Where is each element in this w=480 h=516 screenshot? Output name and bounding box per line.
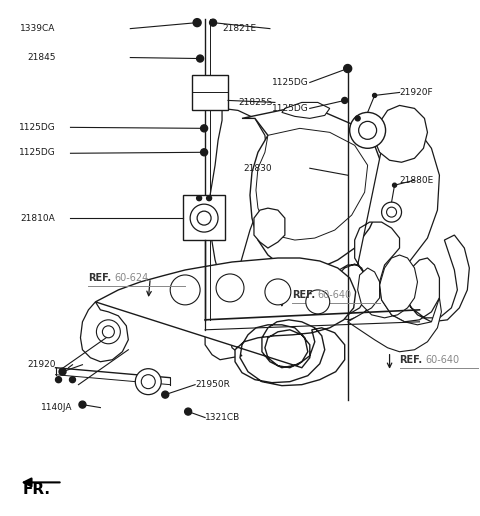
Circle shape: [197, 55, 204, 62]
Polygon shape: [96, 258, 356, 385]
Circle shape: [185, 408, 192, 415]
Circle shape: [342, 98, 348, 103]
Circle shape: [210, 19, 216, 26]
Circle shape: [350, 112, 385, 148]
Circle shape: [135, 369, 161, 395]
Circle shape: [372, 93, 377, 98]
Text: 1125DG: 1125DG: [272, 104, 309, 113]
Text: 1125DG: 1125DG: [19, 148, 56, 157]
Circle shape: [56, 377, 61, 383]
Circle shape: [102, 326, 114, 338]
Polygon shape: [282, 102, 330, 118]
Text: REF.: REF.: [88, 273, 111, 283]
Circle shape: [197, 211, 211, 225]
Circle shape: [359, 121, 377, 139]
Text: 21821E: 21821E: [222, 24, 256, 33]
Polygon shape: [183, 195, 225, 240]
Circle shape: [70, 377, 75, 383]
Polygon shape: [254, 208, 285, 248]
Text: 21810A: 21810A: [21, 214, 56, 222]
Text: 60-640: 60-640: [318, 290, 352, 300]
Polygon shape: [242, 108, 384, 270]
Circle shape: [201, 149, 207, 156]
Circle shape: [265, 279, 291, 305]
Circle shape: [206, 196, 212, 201]
Text: 21920: 21920: [27, 360, 56, 369]
Circle shape: [193, 19, 201, 27]
Circle shape: [393, 183, 396, 187]
Text: 21845: 21845: [27, 53, 56, 62]
Circle shape: [170, 275, 200, 305]
Polygon shape: [205, 108, 268, 360]
Polygon shape: [256, 128, 368, 240]
Circle shape: [355, 116, 360, 121]
Text: 21825S: 21825S: [238, 98, 272, 107]
Text: 21830: 21830: [243, 164, 272, 173]
Circle shape: [190, 204, 218, 232]
Circle shape: [216, 274, 244, 302]
Text: 21880E: 21880E: [399, 176, 434, 185]
Text: 1125DG: 1125DG: [19, 123, 56, 132]
Text: 21950R: 21950R: [195, 380, 230, 389]
Text: 60-624: 60-624: [114, 273, 149, 283]
Circle shape: [386, 207, 396, 217]
Circle shape: [197, 196, 202, 201]
Circle shape: [96, 320, 120, 344]
Text: FR.: FR.: [23, 482, 50, 497]
Text: 1140JA: 1140JA: [41, 403, 72, 412]
Circle shape: [79, 401, 86, 408]
Text: REF.: REF.: [292, 290, 315, 300]
Text: REF.: REF.: [399, 354, 423, 365]
Text: 1321CB: 1321CB: [205, 413, 240, 422]
Circle shape: [141, 375, 155, 389]
Polygon shape: [192, 75, 228, 110]
Circle shape: [59, 368, 66, 375]
Polygon shape: [374, 105, 428, 162]
Polygon shape: [328, 110, 469, 322]
Circle shape: [382, 202, 402, 222]
Circle shape: [201, 125, 207, 132]
Circle shape: [306, 290, 330, 314]
Polygon shape: [348, 255, 442, 352]
Text: 21920F: 21920F: [399, 88, 433, 97]
Circle shape: [162, 391, 168, 398]
Circle shape: [344, 64, 352, 73]
Text: 1339CA: 1339CA: [20, 24, 56, 33]
Polygon shape: [81, 302, 128, 362]
Text: 60-640: 60-640: [425, 354, 459, 365]
Text: 1125DG: 1125DG: [272, 78, 309, 87]
